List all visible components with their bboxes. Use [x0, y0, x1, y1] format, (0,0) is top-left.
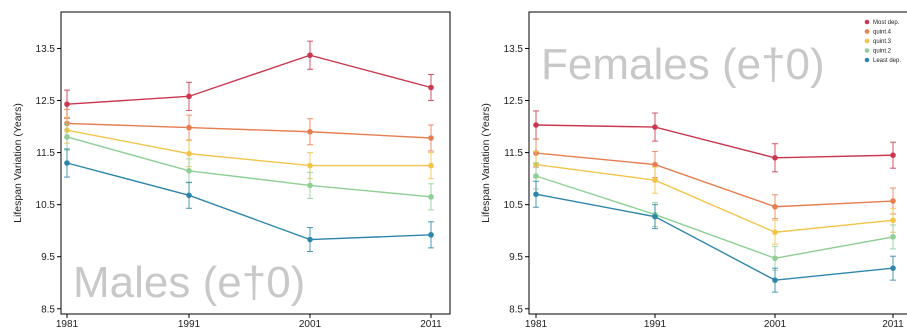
y-tick-label: 13.5: [36, 44, 56, 55]
series-line-quint2: [535, 175, 894, 260]
data-point-quint2: [890, 234, 896, 240]
y-tick-label: 8.5: [41, 304, 55, 315]
x-tick-label: 1991: [644, 319, 667, 329]
data-point-most_dep: [307, 52, 313, 59]
data-point-most_dep: [772, 154, 778, 161]
legend-marker-quint4: [864, 29, 870, 34]
data-point-most_dep: [890, 152, 896, 158]
data-point-least_dep: [64, 160, 70, 166]
y-axis-title: Lifespan Variation (Years): [12, 103, 24, 223]
y-tick-label: 8.5: [509, 304, 523, 315]
y-tick-label: 12.5: [36, 96, 56, 107]
series-line-most_dep: [535, 124, 894, 159]
data-point-least_dep: [890, 265, 896, 271]
x-tick-label: 1981: [56, 319, 79, 329]
data-point-least_dep: [652, 213, 658, 220]
females-plot-frame: [528, 11, 907, 315]
x-tick-label: 2001: [764, 319, 787, 329]
data-point-quint2: [307, 182, 313, 189]
series-line-quint3: [66, 129, 431, 167]
data-point-quint2: [772, 255, 778, 262]
series-line-quint4: [66, 122, 432, 139]
data-point-quint3: [307, 162, 313, 169]
legend-label-quint4: quint.4: [873, 30, 892, 36]
series-line-least_dep: [535, 193, 894, 281]
females-watermark-label: Females (e†0): [541, 40, 825, 89]
data-point-least_dep: [772, 277, 778, 283]
data-point-least_dep: [428, 232, 434, 238]
data-point-most_dep: [533, 122, 539, 128]
y-tick-label: 10.5: [504, 200, 524, 211]
x-tick-label: 2011: [882, 319, 904, 329]
y-tick-label: 12.5: [504, 96, 524, 107]
legend: Most dep. quint.4 quint.3 quint.2 Least dep.: [864, 19, 901, 64]
data-point-quint4: [186, 124, 192, 131]
data-point-quint4: [890, 198, 896, 204]
legend-label-least_dep: Least dep.: [873, 58, 901, 64]
x-tick-label: 2011: [420, 319, 442, 329]
data-point-quint3: [186, 150, 192, 157]
data-point-quint3: [428, 162, 434, 169]
data-point-quint4: [772, 203, 778, 210]
series-line-most_dep: [66, 54, 432, 105]
x-tick-label: 1981: [525, 319, 548, 329]
x-tick-label: 2001: [299, 319, 322, 329]
series-line-quint3: [535, 163, 894, 233]
y-tick-label: 9.5: [41, 252, 55, 263]
y-tick-label: 11.5: [36, 148, 55, 159]
data-point-quint3: [652, 177, 658, 183]
data-point-quint4: [428, 135, 434, 141]
legend-label-quint3: quint.3: [873, 39, 892, 45]
y-axis-title: Lifespan Variation (Years): [480, 103, 492, 223]
series-line-least_dep: [66, 162, 432, 241]
data-point-quint2: [533, 173, 539, 179]
data-point-most_dep: [186, 93, 192, 100]
data-point-quint4: [307, 128, 313, 135]
x-tick-label: 1991: [178, 319, 201, 329]
males-panel: 8.5 9.5 10.5 11.5 12.5 13.5 1981 1991 2001 2011 Li…: [12, 11, 451, 329]
y-tick-label: 10.5: [36, 200, 56, 211]
data-point-quint3: [890, 217, 896, 224]
males-series-group: [64, 40, 434, 253]
data-point-quint2: [64, 134, 70, 140]
data-point-least_dep: [533, 191, 539, 198]
data-point-quint2: [428, 194, 434, 200]
data-point-least_dep: [307, 236, 313, 243]
legend-marker-most_dep: [864, 19, 870, 25]
series-line-quint4: [535, 152, 894, 208]
females-panel: 8.5 9.5 10.5 11.5 12.5 13.5 1981 1991 2001 2011 Li…: [480, 11, 907, 329]
legend-label-quint2: quint.2: [873, 49, 892, 55]
y-tick-label: 13.5: [504, 44, 524, 55]
data-point-most_dep: [652, 124, 658, 130]
legend-marker-least_dep: [864, 57, 870, 63]
legend-label-most_dep: Most dep.: [873, 20, 900, 26]
data-point-most_dep: [428, 84, 434, 91]
males-plot-frame: [60, 11, 451, 315]
legend-marker-quint3: [864, 38, 870, 44]
females-series-group: [533, 110, 896, 293]
data-point-most_dep: [64, 101, 70, 107]
data-point-quint3: [772, 229, 778, 236]
data-point-least_dep: [186, 192, 192, 199]
legend-marker-quint2: [864, 48, 870, 53]
series-line-quint2: [66, 136, 432, 198]
y-tick-label: 9.5: [509, 252, 523, 263]
data-point-quint4: [652, 161, 658, 168]
males-watermark-label: Males (e†0): [73, 258, 305, 307]
y-tick-label: 11.5: [504, 148, 523, 159]
data-point-quint2: [186, 168, 192, 174]
